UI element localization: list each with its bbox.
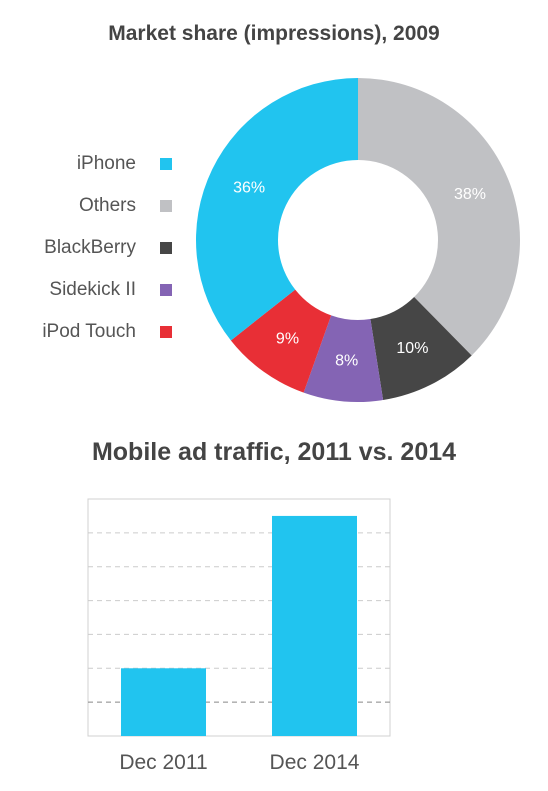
- legend-label-others: Others: [78, 195, 136, 216]
- donut-label-others: 38%: [454, 186, 486, 203]
- legend-item-iphone: iPhone: [0, 143, 172, 185]
- bar-dec-2014: [272, 515, 357, 736]
- donut-chart-title: Market share (impressions), 2009: [108, 22, 440, 45]
- legend-label-blackberry: BlackBerry: [44, 237, 136, 258]
- legend-swatch-others: [160, 200, 172, 212]
- legend-label-sidekick: Sidekick II: [49, 279, 136, 300]
- legend-label-ipod-touch: iPod Touch: [42, 321, 136, 342]
- donut-slice-sidekick-ii: [303, 315, 384, 403]
- legend-swatch-blackberry: [160, 242, 172, 254]
- donut-label-sidekick-ii: 8%: [335, 352, 358, 369]
- bar-tick-label-dec-2014: Dec 2014: [270, 751, 360, 774]
- bar-tick-label-dec-2011: Dec 2011: [119, 751, 207, 774]
- bar-chart-title: Mobile ad traffic, 2011 vs. 2014: [91, 438, 457, 466]
- legend-item-sidekick: Sidekick II: [0, 269, 172, 311]
- legend-swatch-sidekick: [160, 284, 172, 296]
- donut-slice-iphone: [196, 78, 358, 341]
- donut-slice-blackberry: [370, 297, 472, 401]
- donut-slice-others: [358, 78, 520, 356]
- donut-label-blackberry: 10%: [396, 340, 428, 357]
- donut-label-iphone: 36%: [233, 179, 265, 196]
- donut-chart: 38% 10% 8% 9% 36%: [196, 78, 520, 403]
- bar-dec-2011: [121, 668, 206, 736]
- donut-label-ipod-touch: 9%: [276, 330, 299, 347]
- donut-legend: iPhone Others BlackBerry Sidekick II iPo…: [0, 143, 172, 353]
- legend-item-ipod-touch: iPod Touch: [0, 311, 172, 353]
- legend-item-blackberry: BlackBerry: [0, 227, 172, 269]
- donut-slice-ipod-touch: [230, 289, 332, 393]
- legend-swatch-ipod-touch: [160, 326, 172, 338]
- legend-label-iphone: iPhone: [76, 153, 136, 174]
- legend-swatch-iphone: [160, 158, 172, 170]
- bar-chart-frame: [87, 498, 391, 737]
- legend-item-others: Others: [0, 185, 172, 227]
